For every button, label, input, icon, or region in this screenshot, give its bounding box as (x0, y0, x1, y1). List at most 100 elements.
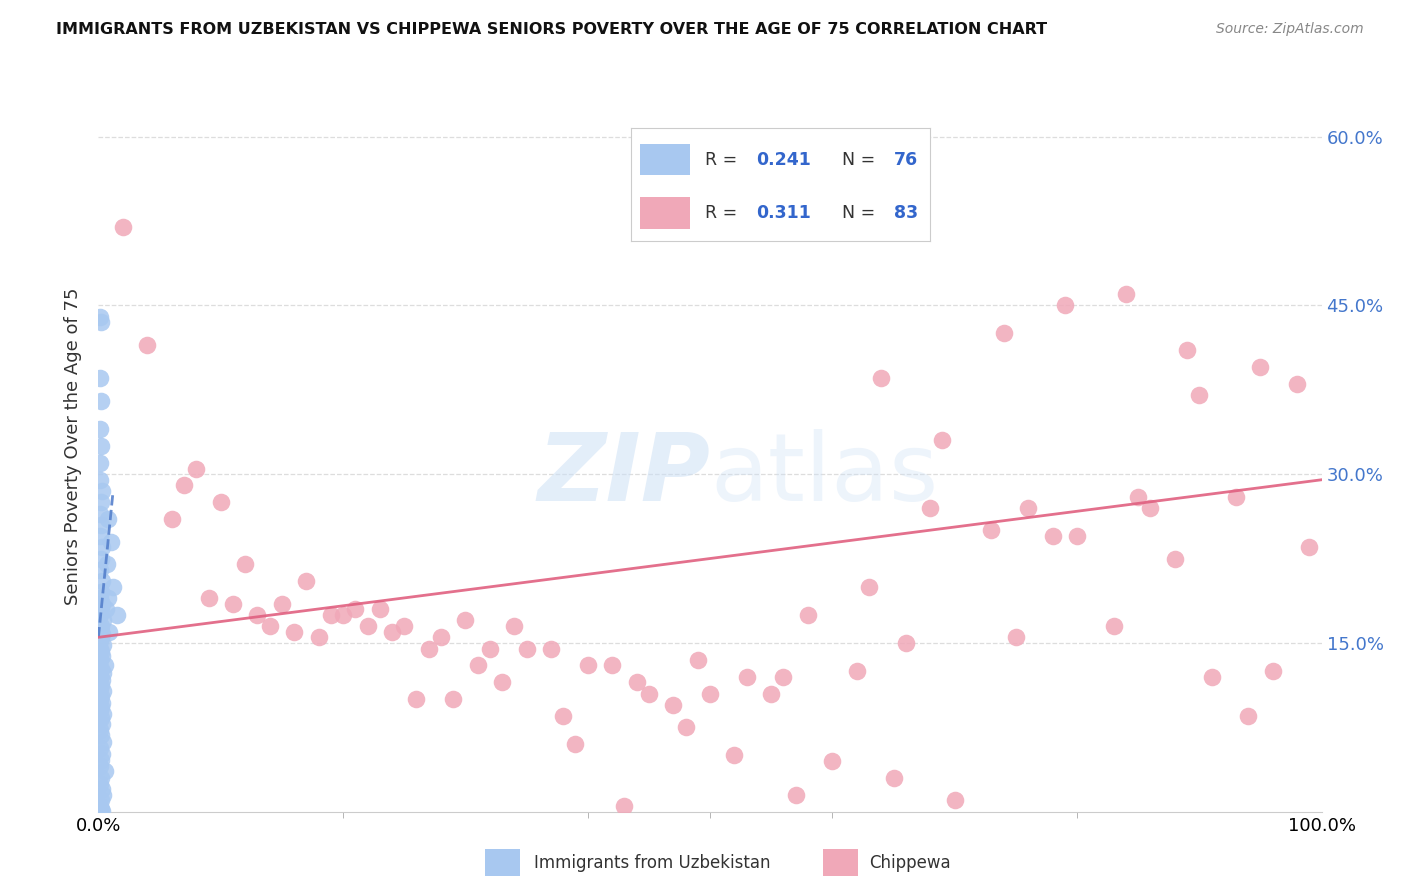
Point (600, 658, 623, 673)
Point (1261, 664, 1284, 678)
Point (90, 517, 112, 532)
Point (564, 737, 586, 751)
FancyBboxPatch shape (485, 849, 520, 876)
Text: Source: ZipAtlas.com: Source: ZipAtlas.com (1216, 22, 1364, 37)
Point (96, 557, 118, 571)
Point (160, 512, 183, 526)
Point (1201, 670, 1223, 684)
Point (626, 675, 648, 690)
Point (91, 649, 114, 664)
Point (91, 673, 114, 687)
Point (91, 717, 114, 731)
Point (173, 478, 195, 492)
Point (89, 563, 111, 577)
Point (93, 764, 115, 779)
Point (90, 700, 112, 714)
Point (993, 326, 1015, 341)
Point (89, 805, 111, 819)
Point (441, 692, 464, 706)
Point (90, 315, 112, 329)
Point (89, 371, 111, 385)
Point (89, 692, 111, 706)
Point (91, 706, 114, 721)
Point (1066, 529, 1088, 543)
Point (90, 551, 112, 566)
Point (89, 723, 111, 737)
Point (89, 776, 111, 790)
Point (89, 633, 111, 648)
Point (91, 483, 114, 498)
Point (90, 728, 112, 742)
Point (89, 703, 111, 717)
Point (1164, 551, 1187, 566)
Point (90, 677, 112, 691)
Point (883, 771, 905, 785)
Point (270, 597, 294, 611)
Point (467, 658, 489, 673)
Point (980, 524, 1002, 538)
Point (772, 670, 794, 684)
Text: ZIP: ZIP (537, 429, 710, 521)
Point (381, 624, 404, 639)
Point (1102, 619, 1125, 633)
Point (308, 630, 330, 644)
Point (90, 602, 112, 616)
Point (503, 619, 526, 633)
Point (943, 793, 966, 807)
Point (89, 758, 111, 772)
Point (89, 456, 111, 470)
Point (91, 696, 114, 710)
Point (1237, 709, 1260, 723)
Point (222, 597, 245, 611)
Text: IMMIGRANTS FROM UZBEKISTAN VS CHIPPEWA SENIORS POVERTY OVER THE AGE OF 75 CORREL: IMMIGRANTS FROM UZBEKISTAN VS CHIPPEWA S… (56, 22, 1047, 37)
Point (821, 754, 844, 768)
Point (89, 310, 111, 324)
Point (295, 574, 318, 588)
Point (233, 557, 256, 571)
Point (90, 771, 112, 785)
Point (90, 793, 112, 807)
Point (356, 619, 378, 633)
Point (186, 461, 208, 475)
Point (89, 799, 111, 814)
Text: atlas: atlas (710, 429, 938, 521)
Point (246, 607, 269, 622)
Point (1298, 541, 1320, 555)
Point (931, 434, 953, 448)
Point (920, 500, 942, 515)
Point (894, 636, 917, 650)
Point (91, 638, 114, 652)
Point (89, 591, 111, 605)
Point (392, 619, 416, 633)
Point (91, 541, 114, 555)
Point (540, 641, 562, 656)
Point (1017, 500, 1039, 515)
Point (90, 394, 112, 409)
Point (553, 709, 575, 723)
Point (699, 687, 721, 701)
Point (111, 219, 134, 234)
Point (1115, 287, 1137, 301)
Point (97, 512, 120, 526)
Point (89, 623, 111, 637)
Point (259, 619, 281, 633)
Point (90, 662, 112, 676)
Point (1004, 630, 1026, 644)
Point (1286, 377, 1309, 392)
Point (1053, 298, 1076, 312)
Point (332, 607, 354, 622)
Point (858, 580, 880, 594)
Point (89, 740, 111, 755)
Point (91, 788, 114, 802)
Point (735, 670, 758, 684)
Point (91, 627, 114, 641)
Point (136, 337, 159, 351)
Point (209, 495, 232, 509)
Point (478, 641, 501, 656)
Point (89, 653, 111, 667)
Point (89, 670, 111, 684)
Point (870, 371, 893, 385)
Point (197, 591, 219, 605)
Point (1249, 360, 1271, 375)
Point (1225, 490, 1247, 504)
